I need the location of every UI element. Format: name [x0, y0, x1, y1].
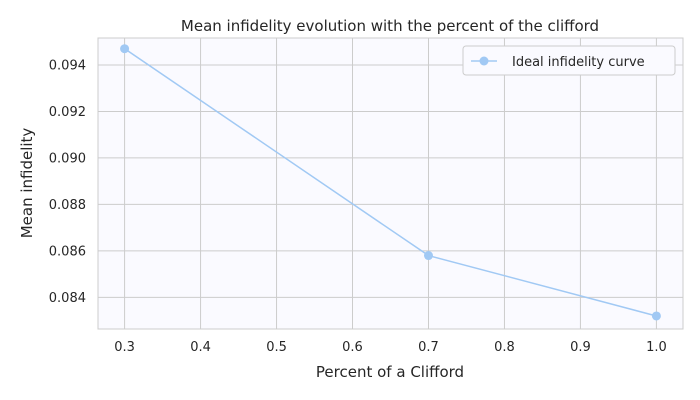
x-tick-label: 1.0 [646, 340, 667, 355]
legend: Ideal infidelity curve [462, 45, 676, 76]
x-tick-label: 0.4 [190, 340, 211, 355]
plot-frame [97, 37, 684, 330]
y-tick-label: 0.084 [49, 291, 86, 306]
x-tick-label: 0.7 [418, 340, 439, 355]
x-axis-label: Percent of a Clifford [316, 363, 464, 381]
x-tick-label: 0.3 [114, 340, 135, 355]
plot-background [98, 38, 683, 329]
x-tick-label: 0.6 [342, 340, 363, 355]
data-point [120, 44, 130, 54]
legend-marker-swatch [479, 56, 489, 66]
data-point [423, 251, 433, 261]
y-tick-label: 0.090 [49, 151, 86, 166]
y-tick-labels: 0.084 0.086 0.088 0.090 0.092 0.094 [49, 58, 86, 305]
y-tick-label: 0.086 [49, 244, 86, 259]
y-tick-label: 0.092 [49, 105, 86, 120]
y-tick-label: 0.094 [49, 58, 86, 73]
chart-title: Mean infidelity evolution with the perce… [181, 17, 599, 35]
x-tick-label: 0.8 [494, 340, 515, 355]
x-tick-label: 0.5 [266, 340, 287, 355]
legend-box [462, 45, 676, 76]
legend-entry-label: Ideal infidelity curve [512, 55, 645, 70]
y-tick-label: 0.088 [49, 198, 86, 213]
series-layer [120, 44, 661, 321]
data-point [651, 311, 661, 321]
x-tick-label: 0.9 [570, 340, 591, 355]
x-tick-labels: 0.3 0.4 0.5 0.6 0.7 0.8 0.9 1.0 [114, 340, 667, 355]
y-axis-label: Mean infidelity [18, 128, 36, 239]
